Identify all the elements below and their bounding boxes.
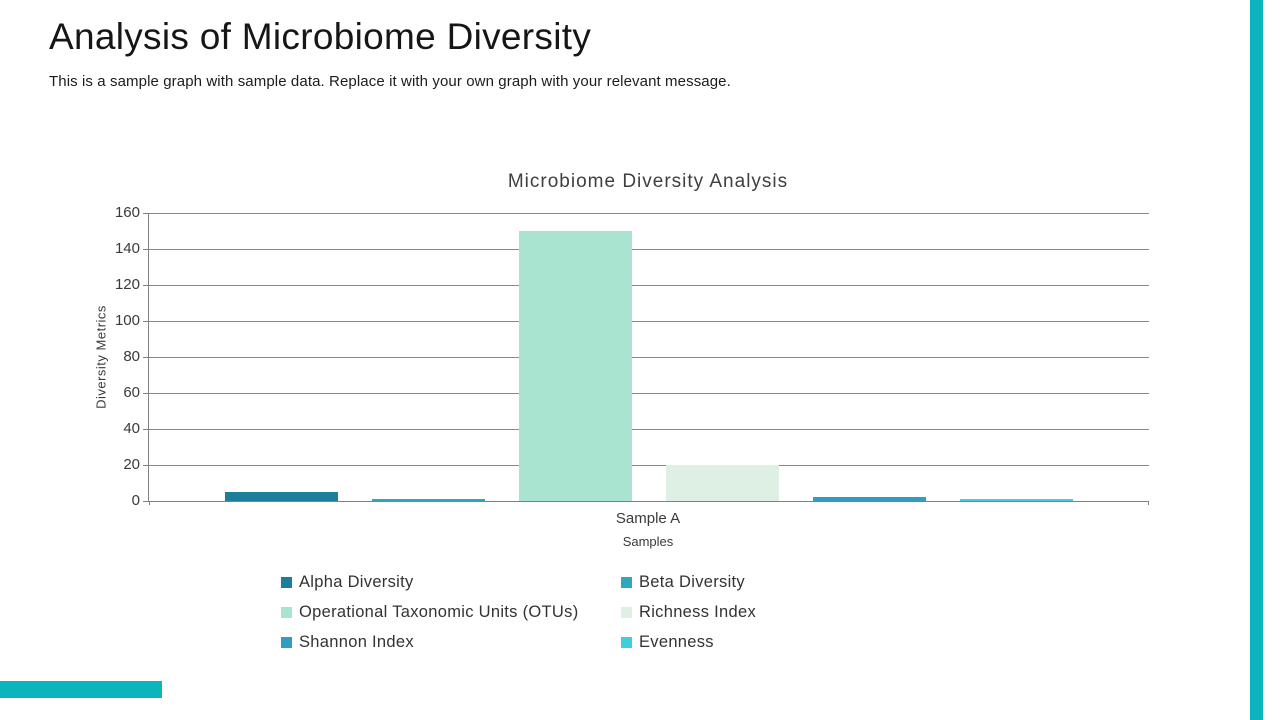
x-category-label: Sample A xyxy=(615,510,681,527)
y-tick-mark xyxy=(143,213,149,214)
legend-item-alpha-diversity: Alpha Diversity xyxy=(281,573,621,592)
legend-item-beta-diversity: Beta Diversity xyxy=(621,573,756,592)
plot-area: 0 20 40 60 80 100 120 140 160 xyxy=(115,204,1149,509)
y-tick-mark xyxy=(143,357,149,358)
legend-swatch-evenness xyxy=(621,636,632,648)
y-tick-label-80: 80 xyxy=(123,348,140,365)
gridline-y-80 xyxy=(149,357,1149,358)
legend-label-beta-diversity: Beta Diversity xyxy=(639,572,745,591)
legend-label-alpha-diversity: Alpha Diversity xyxy=(299,572,414,591)
page-title: Analysis of Microbiome Diversity xyxy=(49,16,592,57)
legend-item-richness-index: Richness Index xyxy=(621,603,756,622)
bottom-left-accent-bar xyxy=(0,681,162,698)
x-axis-title: Samples xyxy=(622,534,674,549)
bar-richness-index xyxy=(666,465,779,501)
y-tick-mark xyxy=(143,393,149,394)
legend-swatch-operational-taxonomic-units-otus xyxy=(281,606,292,618)
gridline-y-40 xyxy=(149,429,1149,430)
legend-label-richness-index: Richness Index xyxy=(639,602,757,621)
y-tick-label-140: 140 xyxy=(114,240,140,257)
legend-item-evenness: Evenness xyxy=(621,633,756,652)
legend-swatch-alpha-diversity xyxy=(281,576,292,588)
y-tick-label-160: 160 xyxy=(114,204,140,221)
y-tick-label-60: 60 xyxy=(123,384,140,401)
legend-swatch-shannon-index xyxy=(281,636,292,648)
right-accent-bar xyxy=(1250,0,1263,720)
y-tick-mark xyxy=(143,285,149,286)
chart-legend: Alpha Diversity Beta Diversity Operational… xyxy=(281,567,756,657)
legend-swatch-richness-index xyxy=(621,606,632,618)
gridline-y-100 xyxy=(149,321,1149,322)
gridline-y-140 xyxy=(149,249,1149,250)
x-axis-end-tick-right xyxy=(1148,501,1149,505)
y-tick-label-120: 120 xyxy=(114,276,140,293)
y-tick-mark xyxy=(143,321,149,322)
bar-alpha-diversity xyxy=(225,492,338,501)
page-subtitle: This is a sample graph with sample data.… xyxy=(49,73,731,90)
y-tick-label-0: 0 xyxy=(131,492,140,509)
gridline-y-20 xyxy=(149,465,1149,466)
legend-item-shannon-index: Shannon Index xyxy=(281,633,621,652)
y-tick-label-20: 20 xyxy=(123,456,140,473)
bar-evenness xyxy=(960,499,1073,501)
y-tick-label-40: 40 xyxy=(123,420,140,437)
legend-label-evenness: Evenness xyxy=(639,632,714,651)
bar-shannon-index xyxy=(813,497,926,501)
legend-label-shannon-index: Shannon Index xyxy=(299,632,414,651)
chart-title: Microbiome Diversity Analysis xyxy=(507,171,789,192)
y-tick-mark xyxy=(143,501,149,502)
gridline-y-120 xyxy=(149,285,1149,286)
gridline-y-60 xyxy=(149,393,1149,394)
bar-beta-diversity xyxy=(372,499,485,501)
legend-swatch-beta-diversity xyxy=(621,576,632,588)
y-tick-mark xyxy=(143,429,149,430)
bar-operational-taxonomic-units-otus xyxy=(519,231,632,501)
y-tick-label-100: 100 xyxy=(114,312,140,329)
legend-item-operational-taxonomic-units-otus: Operational Taxonomic Units (OTUs) xyxy=(281,603,621,622)
gridline-y-160 xyxy=(149,213,1149,214)
legend-label-operational-taxonomic-units-otus: Operational Taxonomic Units (OTUs) xyxy=(299,602,579,621)
x-axis-end-tick-left xyxy=(149,501,150,505)
y-tick-mark xyxy=(143,249,149,250)
y-tick-mark xyxy=(143,465,149,466)
